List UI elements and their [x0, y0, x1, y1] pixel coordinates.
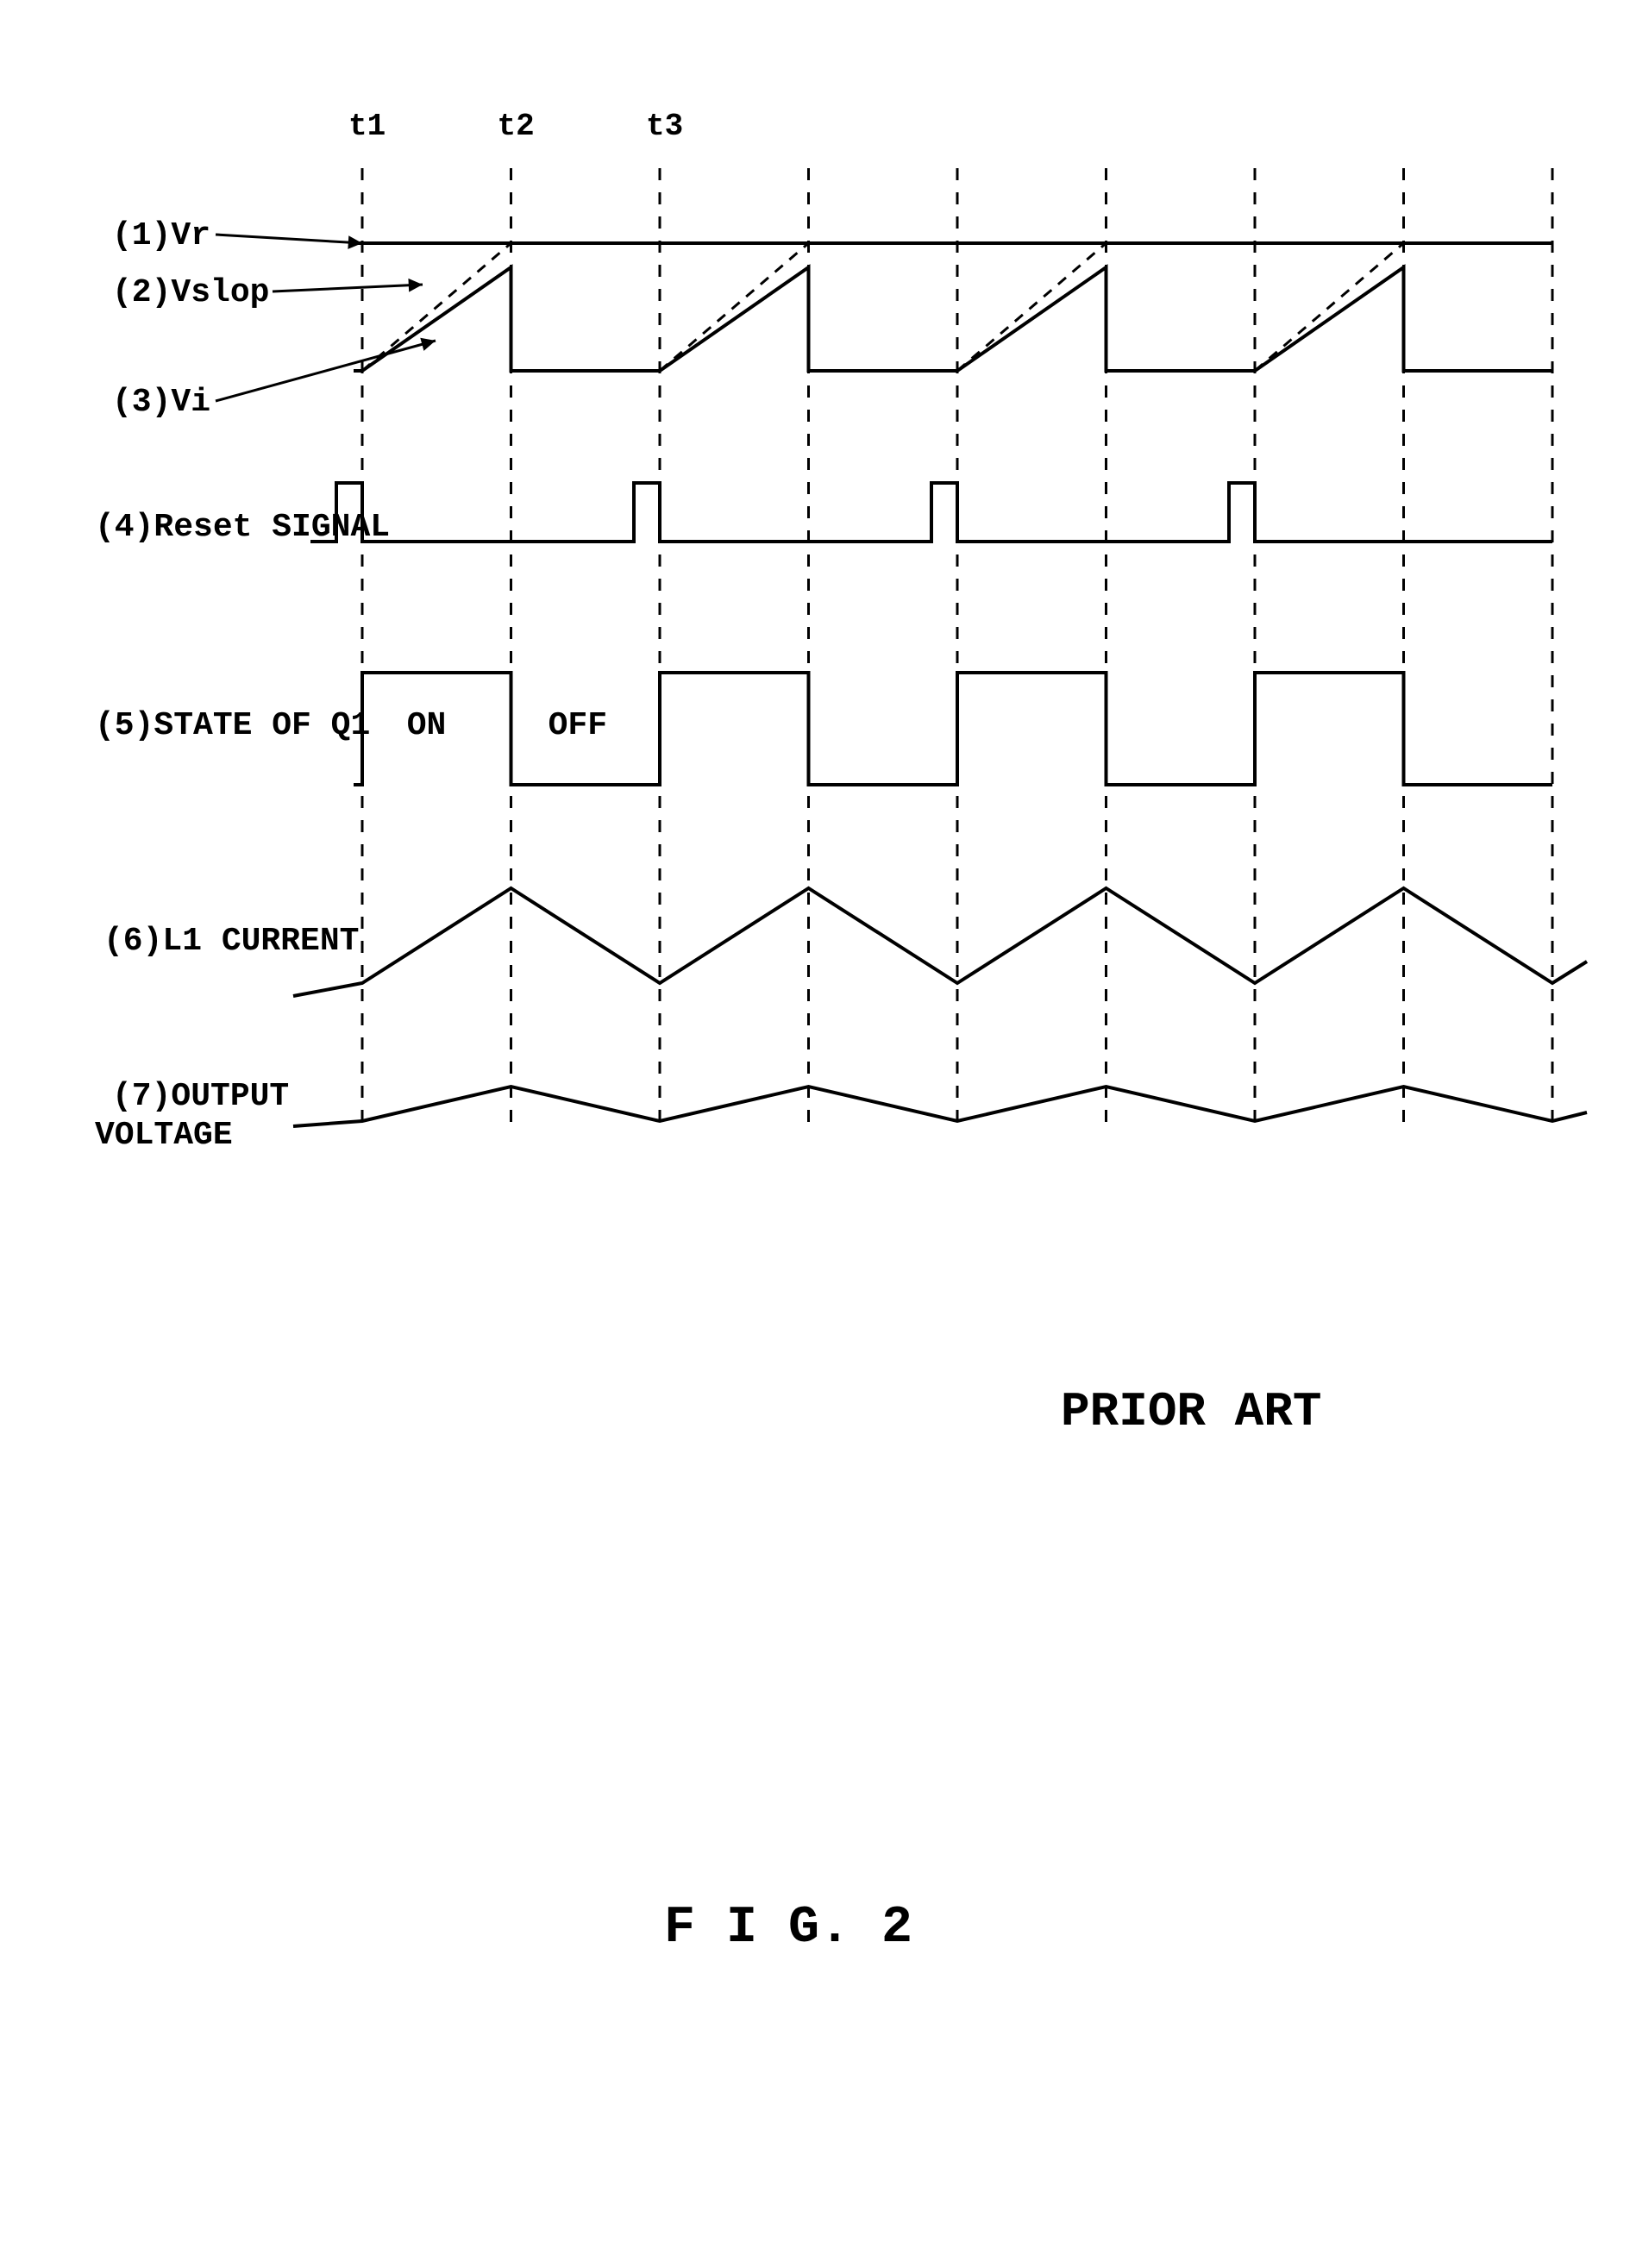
row-label: (1)Vr — [112, 217, 210, 254]
row-label: (7)OUTPUT — [112, 1078, 289, 1115]
time-label: t1 — [348, 109, 386, 144]
figure-label: F I G. 2 — [664, 1899, 912, 1958]
time-label: t2 — [498, 109, 535, 144]
row-label: (5)STATE OF Q1 — [95, 707, 370, 744]
row-label: (6)L1 CURRENT — [103, 923, 359, 960]
row-label: (4)Reset SIGNAL — [95, 509, 390, 546]
time-label: t3 — [646, 109, 683, 144]
row-label: VOLTAGE — [95, 1117, 233, 1154]
row-label: (2)Vslop — [112, 274, 269, 311]
state-on-label: ON — [407, 707, 447, 744]
prior-art-label: PRIOR ART — [1061, 1384, 1321, 1439]
state-off-label: OFF — [549, 707, 607, 744]
row-label: (3)Vi — [112, 384, 210, 421]
